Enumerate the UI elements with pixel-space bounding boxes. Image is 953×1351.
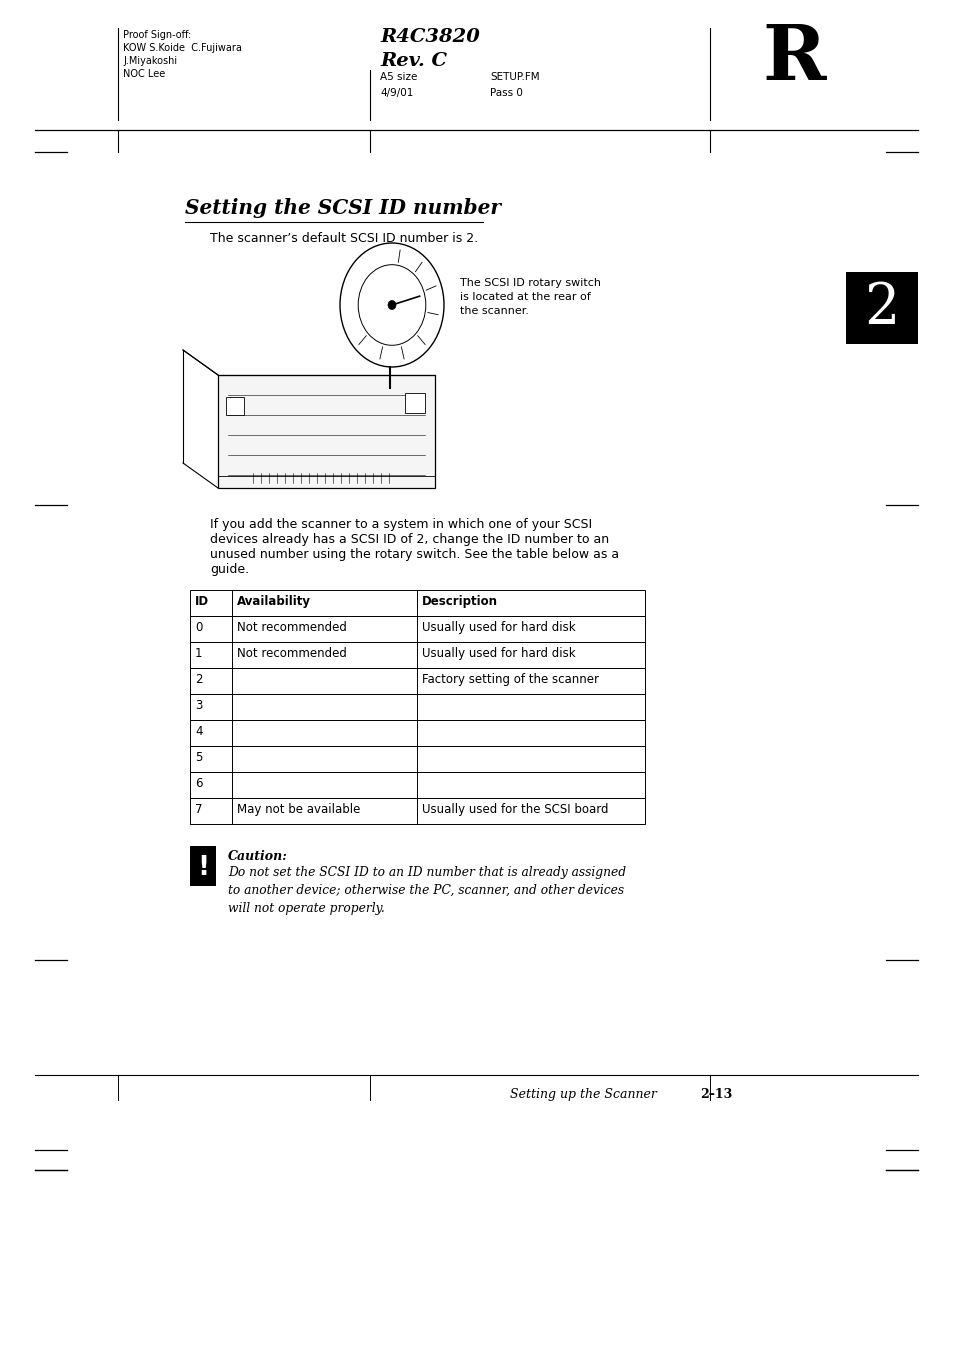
Text: Setting the SCSI ID number: Setting the SCSI ID number	[185, 199, 500, 218]
Bar	[190, 798, 644, 824]
Bar	[845, 272, 917, 345]
Text: Rev. C: Rev. C	[379, 51, 447, 70]
Bar	[190, 694, 644, 720]
Text: Proof Sign-off:: Proof Sign-off:	[123, 30, 191, 41]
Text: 4/9/01: 4/9/01	[379, 88, 413, 99]
Text: !: !	[196, 855, 209, 881]
Bar	[218, 376, 435, 488]
Text: 4: 4	[194, 725, 202, 738]
Text: unused number using the rotary switch. See the table below as a: unused number using the rotary switch. S…	[210, 549, 618, 561]
Text: R4C3820: R4C3820	[379, 28, 479, 46]
Text: Not recommended: Not recommended	[236, 647, 347, 661]
Ellipse shape	[357, 265, 425, 346]
Text: Pass 0: Pass 0	[490, 88, 522, 99]
Ellipse shape	[388, 300, 395, 309]
Text: Not recommended: Not recommended	[236, 621, 347, 634]
Text: guide.: guide.	[210, 563, 249, 576]
Text: Usually used for hard disk: Usually used for hard disk	[421, 647, 575, 661]
Bar	[226, 397, 244, 415]
Bar	[190, 667, 644, 694]
Text: Usually used for the SCSI board: Usually used for the SCSI board	[421, 802, 608, 816]
Bar	[405, 393, 424, 413]
Bar	[190, 590, 644, 616]
Text: J.Miyakoshi: J.Miyakoshi	[123, 55, 177, 66]
Bar	[190, 771, 644, 798]
Text: The scanner’s default SCSI ID number is 2.: The scanner’s default SCSI ID number is …	[210, 232, 477, 245]
Text: devices already has a SCSI ID of 2, change the ID number to an: devices already has a SCSI ID of 2, chan…	[210, 534, 608, 546]
Text: ID: ID	[194, 594, 209, 608]
Text: 2: 2	[863, 281, 899, 335]
Text: Description: Description	[421, 594, 497, 608]
Text: Availability: Availability	[236, 594, 311, 608]
Text: KOW S.Koide  C.Fujiwara: KOW S.Koide C.Fujiwara	[123, 43, 242, 53]
Text: 5: 5	[194, 751, 202, 765]
Ellipse shape	[339, 243, 443, 367]
Text: R: R	[761, 22, 824, 96]
Text: Factory setting of the scanner: Factory setting of the scanner	[421, 673, 598, 686]
Bar	[190, 746, 644, 771]
Text: A5 size: A5 size	[379, 72, 416, 82]
Text: 7: 7	[194, 802, 202, 816]
Text: NOC Lee: NOC Lee	[123, 69, 165, 78]
Text: 2: 2	[194, 673, 202, 686]
Text: Setting up the Scanner: Setting up the Scanner	[510, 1088, 657, 1101]
Text: SETUP.FM: SETUP.FM	[490, 72, 539, 82]
Text: 6: 6	[194, 777, 202, 790]
Bar	[190, 616, 644, 642]
Bar	[190, 642, 644, 667]
Text: If you add the scanner to a system in which one of your SCSI: If you add the scanner to a system in wh…	[210, 517, 592, 531]
Text: 1: 1	[194, 647, 202, 661]
Text: Do not set the SCSI ID to an ID number that is already assigned
to another devic: Do not set the SCSI ID to an ID number t…	[228, 866, 625, 915]
Bar	[190, 720, 644, 746]
Bar	[190, 846, 215, 886]
Text: The SCSI ID rotary switch
is located at the rear of
the scanner.: The SCSI ID rotary switch is located at …	[459, 278, 600, 316]
Text: Usually used for hard disk: Usually used for hard disk	[421, 621, 575, 634]
Text: Caution:: Caution:	[228, 850, 288, 863]
Text: 2–13: 2–13	[700, 1088, 732, 1101]
Text: 0: 0	[194, 621, 202, 634]
Text: 3: 3	[194, 698, 202, 712]
Text: May not be available: May not be available	[236, 802, 360, 816]
